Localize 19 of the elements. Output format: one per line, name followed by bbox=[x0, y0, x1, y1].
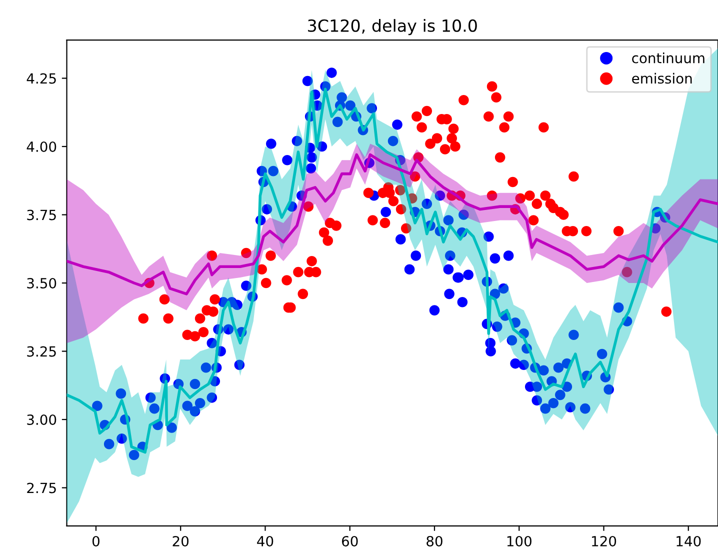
chart-title: 3C120, delay is 10.0 bbox=[308, 19, 477, 36]
x-tick-label: 60 bbox=[342, 536, 358, 546]
y-tick-label: 4.00 bbox=[26, 141, 56, 152]
x-tick-label: 20 bbox=[172, 536, 189, 546]
y-tick-label: 4.25 bbox=[26, 73, 56, 84]
x-tick-label: 120 bbox=[592, 536, 616, 546]
x-tick-label: 140 bbox=[676, 536, 701, 546]
x-tick-label: 40 bbox=[257, 536, 274, 546]
y-tick-label: 3.50 bbox=[27, 278, 56, 288]
y-tick-label: 3.00 bbox=[27, 414, 56, 425]
x-tick-label: 80 bbox=[426, 536, 442, 546]
line-series bbox=[66, 153, 718, 296]
y-tick-label: 2.75 bbox=[27, 482, 56, 494]
legend-label: continuum bbox=[632, 52, 704, 64]
y-tick-label: 3.75 bbox=[27, 210, 56, 220]
x-tick-label: 0 bbox=[92, 536, 100, 546]
x-tick-label: 100 bbox=[507, 536, 532, 546]
y-tick-label: 3.25 bbox=[27, 346, 56, 357]
legend-label: emission bbox=[632, 72, 692, 84]
